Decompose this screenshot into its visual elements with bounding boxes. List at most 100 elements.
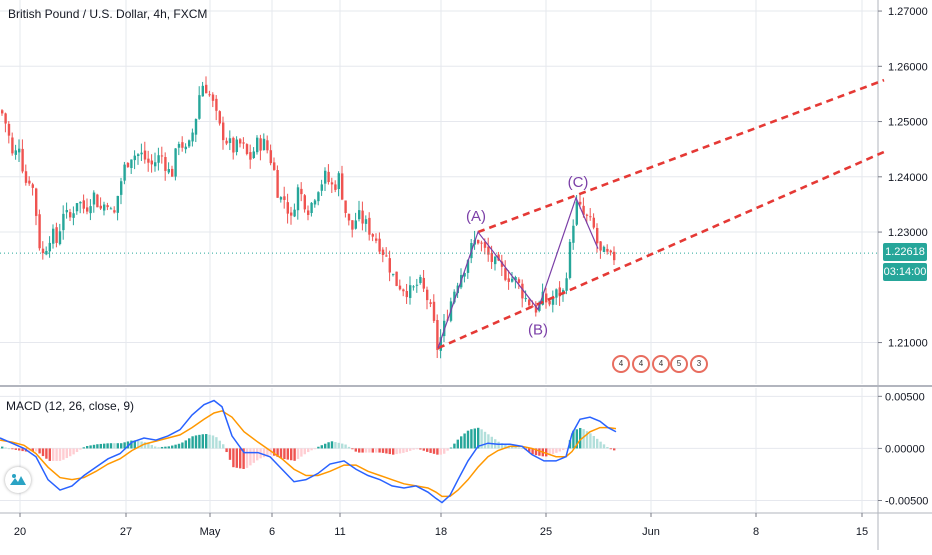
candle-body bbox=[279, 197, 283, 200]
macd-histogram-bar bbox=[184, 440, 187, 449]
candle-body bbox=[381, 249, 385, 255]
macd-histogram-bar bbox=[150, 445, 153, 449]
candle-body bbox=[579, 201, 582, 205]
macd-histogram-bar bbox=[358, 448, 361, 453]
candle-body bbox=[483, 241, 487, 248]
event-marker[interactable]: 3 bbox=[690, 355, 708, 373]
macd-axis-label: -0.00500 bbox=[885, 496, 928, 508]
macd-histogram-bar bbox=[249, 448, 252, 466]
macd-histogram-bar bbox=[194, 435, 198, 449]
macd-histogram-bar bbox=[160, 446, 164, 449]
candle-body bbox=[521, 283, 524, 299]
candle-body bbox=[235, 139, 238, 153]
candle-body bbox=[150, 160, 153, 165]
candle-body bbox=[286, 202, 289, 214]
candle-body bbox=[249, 152, 252, 160]
macd-histogram-bar bbox=[273, 448, 276, 456]
candle-body bbox=[82, 200, 85, 209]
candle-body bbox=[222, 122, 225, 141]
event-marker[interactable]: 4 bbox=[652, 355, 670, 373]
macd-histogram-bar bbox=[392, 448, 395, 455]
candle-body bbox=[256, 137, 259, 153]
macd-histogram-bar bbox=[351, 448, 354, 450]
candle-body bbox=[69, 212, 72, 218]
candle-body bbox=[1, 110, 4, 114]
macd-histogram-bar bbox=[28, 448, 31, 452]
candle-body bbox=[507, 278, 510, 282]
macd-histogram-bar bbox=[579, 427, 582, 449]
macd-histogram-bar bbox=[279, 448, 283, 459]
candle-body bbox=[208, 94, 211, 96]
candle-body bbox=[28, 180, 31, 184]
candle-body bbox=[215, 98, 218, 111]
candle-body bbox=[402, 289, 405, 292]
macd-histogram-bar bbox=[103, 443, 106, 449]
macd-histogram-bar bbox=[531, 448, 534, 455]
macd-histogram-bar bbox=[585, 431, 589, 449]
macd-histogram-bar bbox=[55, 448, 58, 461]
price-axis-label: 1.23000 bbox=[888, 227, 928, 239]
price-axis-label: 1.24000 bbox=[888, 172, 928, 184]
channel-trendline bbox=[437, 150, 885, 350]
candle-body bbox=[218, 111, 221, 124]
time-axis-label: 15 bbox=[856, 526, 868, 538]
tradingview-logo-icon[interactable] bbox=[5, 467, 31, 493]
candle-body bbox=[613, 251, 616, 261]
macd-histogram-bar bbox=[300, 448, 303, 457]
macd-histogram-bar bbox=[252, 448, 255, 463]
macd-histogram-bar bbox=[7, 448, 11, 450]
candle-body bbox=[113, 210, 116, 213]
macd-histogram-bar bbox=[242, 448, 245, 469]
candle-body bbox=[589, 216, 592, 218]
candle-body bbox=[7, 123, 11, 136]
macd-signal-line bbox=[0, 410, 617, 498]
macd-histogram-bar bbox=[82, 447, 85, 449]
macd-histogram-bar bbox=[432, 448, 436, 454]
macd-histogram-bar bbox=[439, 448, 442, 455]
candle-body bbox=[330, 182, 334, 185]
macd-histogram-bar bbox=[589, 433, 592, 449]
macd-histogram-bar bbox=[487, 434, 490, 449]
candle-body bbox=[419, 277, 422, 284]
macd-histogram-bar bbox=[344, 444, 347, 449]
macd-histogram-bar bbox=[456, 439, 459, 449]
candle-body bbox=[157, 155, 160, 163]
candle-body bbox=[415, 284, 419, 286]
candle-body bbox=[487, 246, 490, 255]
candle-body bbox=[511, 278, 514, 282]
macd-histogram-bar bbox=[480, 429, 483, 449]
macd-histogram-bar bbox=[225, 448, 228, 453]
candle-body bbox=[344, 200, 347, 214]
macd-histogram-bar bbox=[534, 448, 538, 456]
candle-body bbox=[528, 299, 531, 306]
candle-body bbox=[480, 242, 483, 244]
macd-histogram-bar bbox=[375, 448, 378, 453]
macd-histogram-bar bbox=[599, 441, 602, 449]
candle-body bbox=[273, 162, 276, 170]
candle-body bbox=[65, 209, 68, 213]
macd-histogram-bar bbox=[245, 448, 249, 468]
macd-histogram-bar bbox=[188, 438, 191, 449]
macd-histogram-bar bbox=[572, 430, 575, 449]
macd-histogram-bar bbox=[551, 448, 555, 455]
macd-histogram-bar bbox=[422, 448, 425, 451]
macd-histogram-bar bbox=[327, 442, 330, 449]
candle-body bbox=[368, 217, 371, 235]
candle-body bbox=[337, 173, 340, 190]
event-marker[interactable]: 4 bbox=[632, 355, 650, 373]
macd-histogram-bar bbox=[347, 446, 351, 449]
event-marker[interactable]: 4 bbox=[612, 355, 630, 373]
event-marker[interactable]: 5 bbox=[670, 355, 688, 373]
macd-histogram-bar bbox=[538, 448, 541, 456]
macd-histogram-bar bbox=[137, 440, 140, 449]
macd-histogram-bar bbox=[133, 440, 136, 449]
macd-histogram-bar bbox=[483, 431, 487, 449]
candle-body bbox=[120, 181, 123, 195]
macd-histogram-bar bbox=[256, 448, 259, 461]
candle-body bbox=[177, 143, 181, 148]
macd-histogram-bar bbox=[154, 446, 157, 449]
macd-histogram-bar bbox=[555, 448, 558, 453]
